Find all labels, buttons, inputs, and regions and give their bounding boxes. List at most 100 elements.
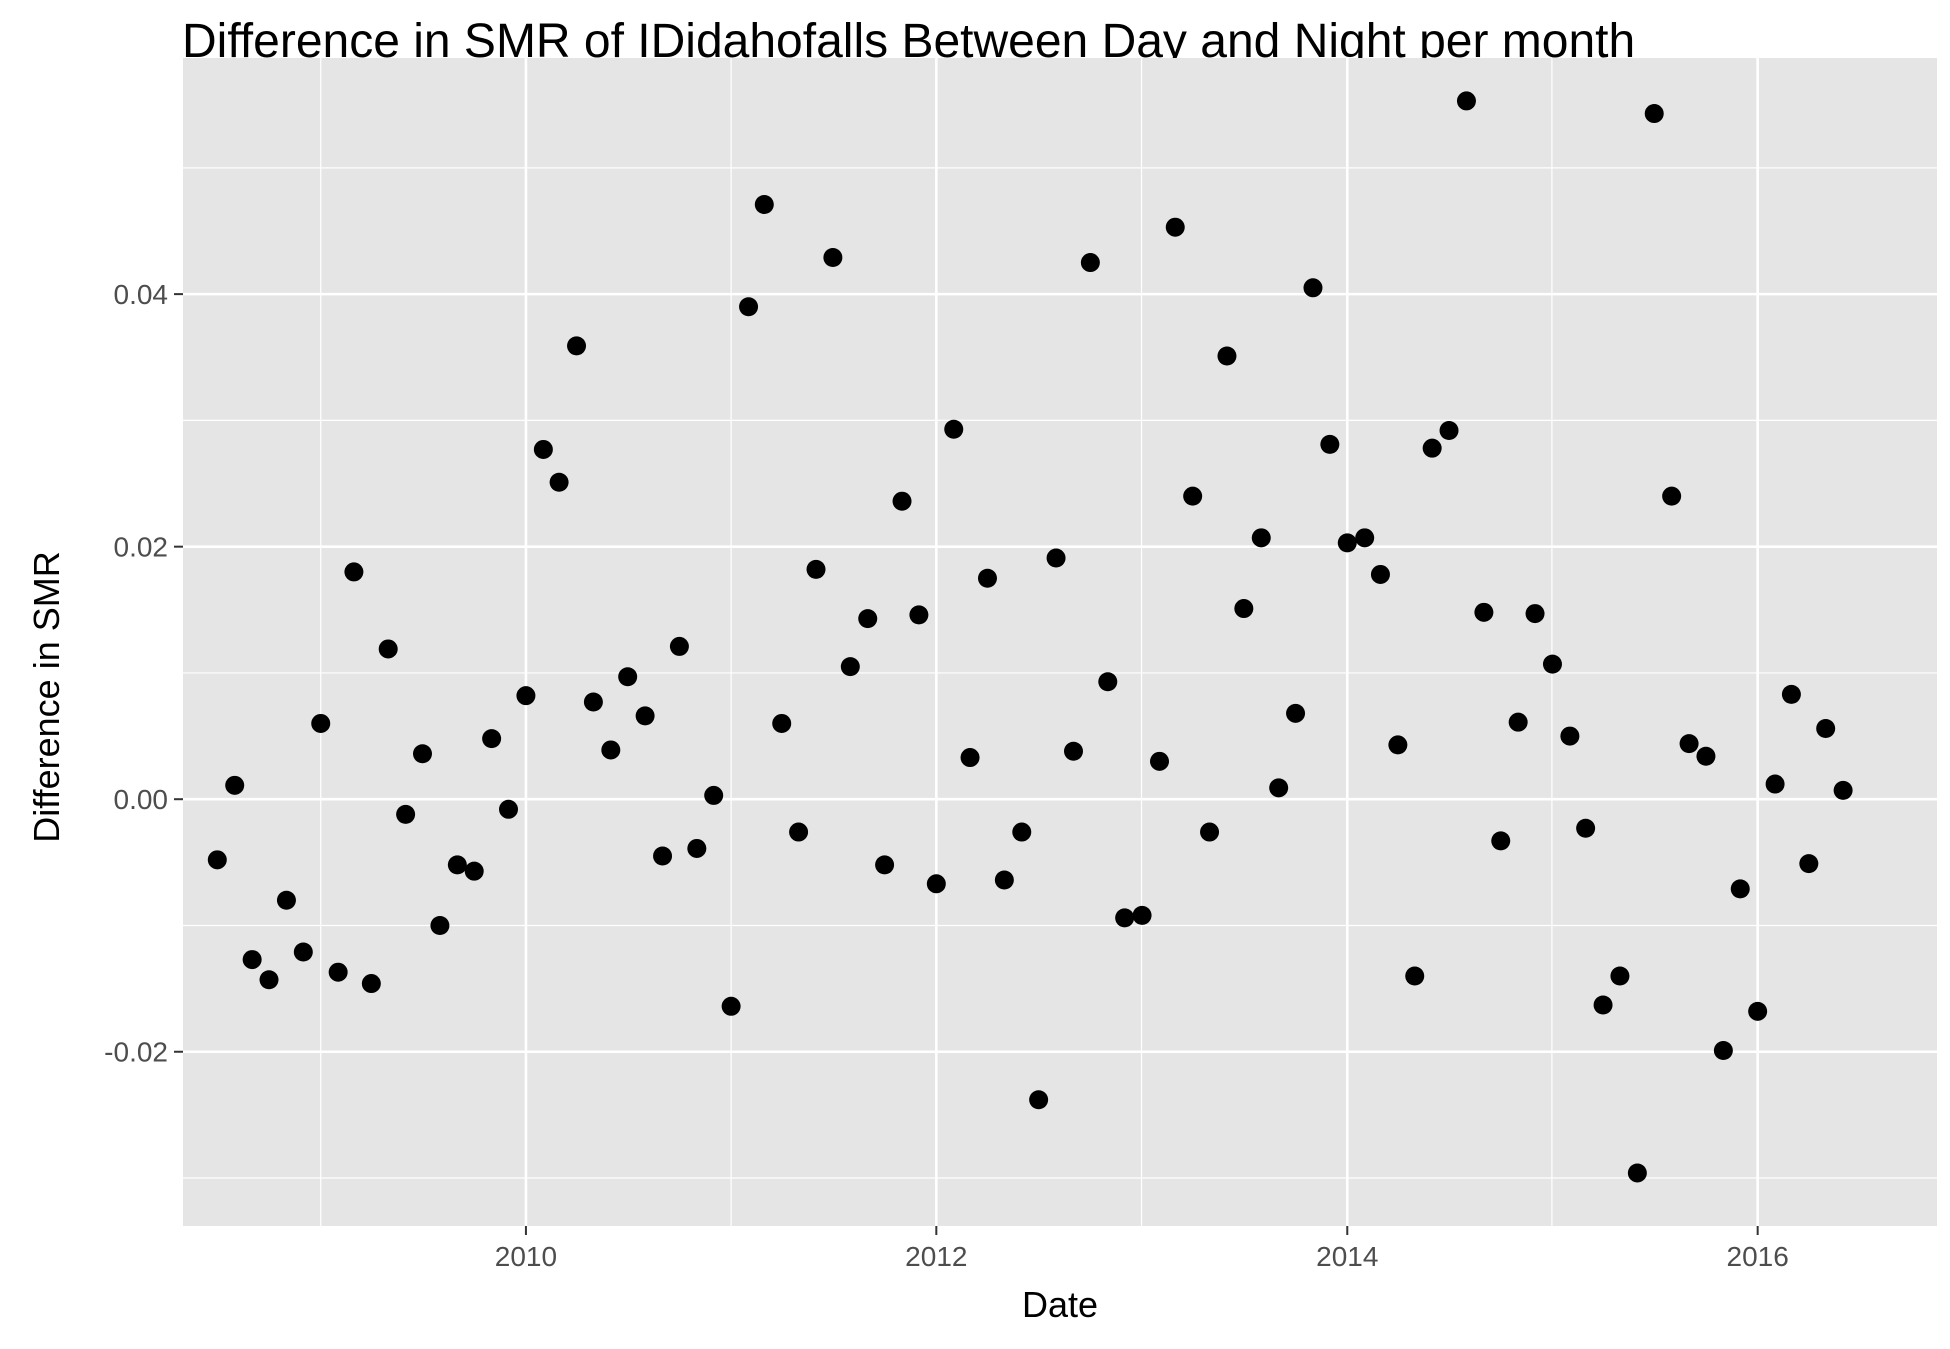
data-point [875,855,895,875]
data-point [1337,533,1357,553]
data-point [858,609,878,629]
x-tick-label: 2010 [495,1241,557,1272]
data-point [396,804,416,824]
data-point [482,729,502,749]
data-point [311,713,331,733]
data-point [1439,420,1459,440]
data-point [1662,486,1682,506]
data-point [549,472,569,492]
data-point [789,822,809,842]
data-point [754,194,774,214]
data-point [1627,1163,1647,1183]
data-point [1150,751,1170,771]
data-point [1456,91,1476,111]
data-point [1405,966,1425,986]
data-point [1576,818,1596,838]
data-point [1063,741,1083,761]
data-point [464,861,484,881]
x-tick-label: 2014 [1316,1241,1378,1272]
y-tick-label: 0.02 [114,532,169,563]
data-point [361,974,381,994]
data-point [772,713,792,733]
data-point [1286,703,1306,723]
data-point [344,562,364,582]
data-point [1355,528,1375,548]
data-point [1816,718,1836,738]
data-point [1251,528,1271,548]
data-point [1132,905,1152,925]
data-point [944,419,964,439]
data-point [328,962,348,982]
data-point [1748,1001,1768,1021]
data-point [1303,278,1323,298]
data-point [533,439,553,459]
data-point [823,248,843,268]
data-point [1781,684,1801,704]
data-point [1833,780,1853,800]
data-point [1165,217,1185,237]
y-tick-label: 0.04 [114,279,169,310]
data-point [1200,822,1220,842]
data-point [618,667,638,687]
data-point [994,870,1014,890]
data-point [1217,346,1237,366]
data-point [687,838,707,858]
data-point [1679,734,1699,754]
data-point [276,890,296,910]
data-point [1799,854,1819,874]
data-point [1098,672,1118,692]
y-tick-label: -0.02 [104,1037,168,1068]
data-point [225,775,245,795]
data-point [1644,104,1664,124]
data-point [601,740,621,760]
data-point [669,636,689,656]
x-tick-label: 2012 [905,1241,967,1272]
data-point [1370,564,1390,584]
data-point [1610,966,1630,986]
x-axis-label: Date [1021,1284,1099,1325]
data-point [806,559,826,579]
data-point [1560,726,1580,746]
data-point [960,748,980,768]
data-point [1183,486,1203,506]
data-point [721,996,741,1016]
data-point [1474,602,1494,622]
data-point [293,942,313,962]
data-point [1525,604,1545,624]
y-axis-label: Difference in SMR [26,551,67,843]
data-point [1012,822,1032,842]
data-point [259,970,279,990]
data-point [739,297,759,317]
data-point [412,744,432,764]
data-point [430,915,450,935]
data-point [567,336,587,356]
data-point [892,491,912,511]
data-point [1029,1090,1049,1110]
data-point [1508,712,1528,732]
data-point [1542,654,1562,674]
data-point [1713,1040,1733,1060]
data-point [499,799,519,819]
data-point [1234,599,1254,619]
data-point [635,706,655,726]
data-point [653,846,673,866]
data-point [207,850,227,870]
data-point [1046,548,1066,568]
x-tick-label: 2016 [1727,1241,1789,1272]
data-point [926,874,946,894]
plot-panel [183,58,1937,1226]
data-point [516,686,536,706]
data-point [1491,831,1511,851]
data-point [1422,438,1442,458]
data-point [1730,879,1750,899]
data-point [977,568,997,588]
data-point [704,785,724,805]
data-point [1765,774,1785,794]
data-point [1388,735,1408,755]
data-point [447,855,467,875]
data-point [242,950,262,970]
data-point [1696,746,1716,766]
y-tick-label: 0.00 [114,784,169,815]
